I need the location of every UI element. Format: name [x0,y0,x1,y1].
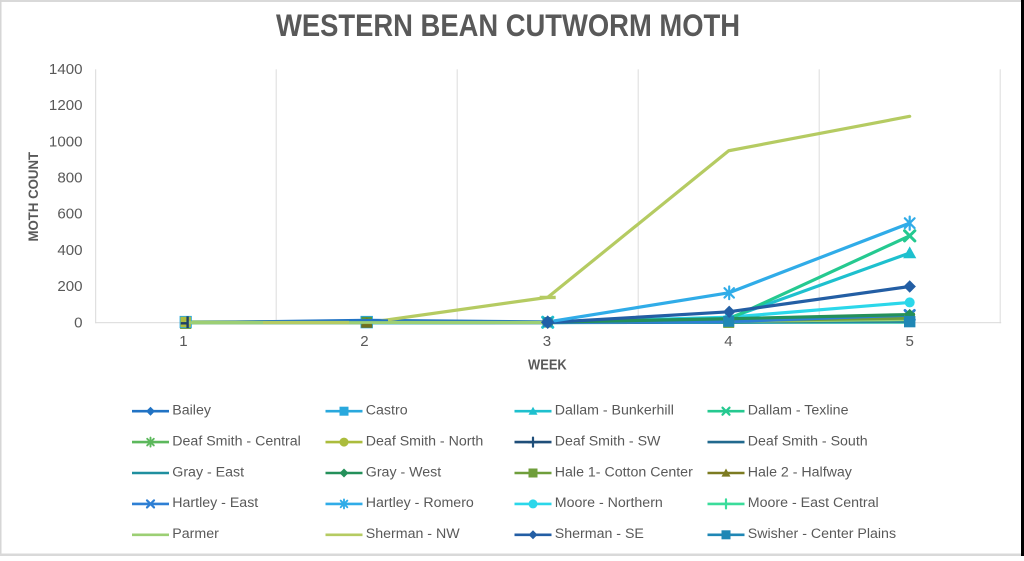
svg-text:Sherman - NW: Sherman - NW [366,526,460,542]
svg-text:Gray - East: Gray - East [172,464,244,480]
svg-text:WEEK: WEEK [528,358,567,374]
svg-text:800: 800 [57,170,82,187]
svg-text:1: 1 [179,333,187,350]
svg-text:600: 600 [57,206,82,223]
svg-text:Castro: Castro [366,403,408,419]
svg-text:Hartley - East: Hartley - East [172,495,258,511]
svg-text:Hale 2 - Halfway: Hale 2 - Halfway [748,464,853,480]
svg-text:Hale 1- Cotton Center: Hale 1- Cotton Center [555,464,693,480]
svg-text:Deaf Smith - Central: Deaf Smith - Central [172,433,301,449]
svg-text:Moore - Northern: Moore - Northern [555,495,663,511]
svg-text:4: 4 [724,333,732,350]
svg-text:Bailey: Bailey [172,403,212,419]
svg-text:1000: 1000 [49,133,83,150]
svg-text:Gray - West: Gray - West [366,464,441,480]
svg-text:Deaf Smith - South: Deaf Smith - South [748,433,868,449]
svg-text:1400: 1400 [49,61,83,78]
svg-text:0: 0 [74,314,82,331]
svg-text:5: 5 [905,333,913,350]
svg-text:1200: 1200 [49,97,83,114]
svg-text:Dallam - Bunkerhill: Dallam - Bunkerhill [555,403,674,419]
svg-text:Parmer: Parmer [172,526,219,542]
svg-text:3: 3 [543,333,551,350]
svg-text:Deaf Smith - North: Deaf Smith - North [366,433,483,449]
svg-text:Dallam - Texline: Dallam - Texline [748,403,849,419]
svg-text:Swisher - Center Plains: Swisher - Center Plains [748,526,896,542]
svg-text:MOTH COUNT: MOTH COUNT [26,151,41,241]
svg-text:400: 400 [57,242,82,259]
svg-text:200: 200 [57,278,82,295]
svg-text:WESTERN BEAN CUTWORM MOTH: WESTERN BEAN CUTWORM MOTH [276,7,740,43]
svg-text:Hartley - Romero: Hartley - Romero [366,495,474,511]
svg-text:Moore - East Central: Moore - East Central [748,495,879,511]
svg-text:Deaf Smith - SW: Deaf Smith - SW [555,433,661,449]
svg-text:Sherman - SE: Sherman - SE [555,526,644,542]
svg-text:2: 2 [360,333,368,350]
